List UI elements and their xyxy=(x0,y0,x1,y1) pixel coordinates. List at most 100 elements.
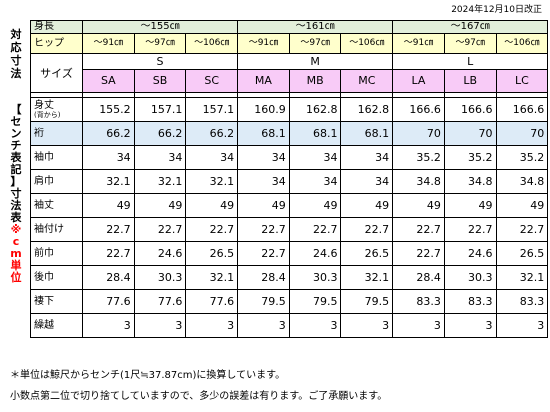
value-cell: 77.6 xyxy=(133,289,187,314)
value-cell: 166.6 xyxy=(443,97,497,122)
value-cell: 66.2 xyxy=(133,121,187,146)
value-cell: 3 xyxy=(288,313,342,338)
footnote-rounding: 小数点第二位で切り捨てしていますので、多少の誤差は有ります。ご了承願います。 xyxy=(10,391,388,402)
value-cell: 32.1 xyxy=(185,169,239,194)
value-cell: 162.8 xyxy=(288,97,342,122)
value-cell: 22.7 xyxy=(237,241,290,266)
side-char: 【 xyxy=(10,103,22,116)
value-cell: 26.5 xyxy=(495,241,549,266)
side-char: 】 xyxy=(10,175,22,188)
group-letter-l: L xyxy=(392,53,549,70)
value-cell: 157.1 xyxy=(185,97,239,122)
value-cell: 26.5 xyxy=(340,241,394,266)
value-cell: 35.2 xyxy=(495,145,549,170)
value-cell: 34 xyxy=(288,169,342,194)
group-letter-s: S xyxy=(81,53,239,70)
table-row: 肩巾 32.1 32.1 32.1 34 34 34 34.8 34.8 34.8 xyxy=(30,169,549,194)
value-cell: 77.6 xyxy=(82,289,135,314)
value-cell: 77.6 xyxy=(185,289,239,314)
value-cell: 49 xyxy=(288,193,342,218)
side-char: 表 xyxy=(10,151,22,164)
value-cell: 30.3 xyxy=(288,265,342,290)
size-code: SB xyxy=(133,69,187,93)
value-cell: 3 xyxy=(443,313,497,338)
value-cell: 24.6 xyxy=(288,241,342,266)
hip-cell: ～91㎝ xyxy=(82,33,135,54)
table-row: 袖丈 49 49 49 49 49 49 49 49 49 xyxy=(30,193,549,218)
side-char-red: ※ xyxy=(10,223,22,236)
side-char: 法 xyxy=(10,67,22,80)
value-cell: 22.7 xyxy=(133,217,187,242)
value-cell: 3 xyxy=(340,313,394,338)
hip-cell: ～106㎝ xyxy=(340,33,394,54)
value-cell: 49 xyxy=(443,193,497,218)
value-cell: 34.8 xyxy=(495,169,549,194)
value-cell: 83.3 xyxy=(495,289,549,314)
height-label: 身長 xyxy=(30,20,83,34)
side-char-red: 単 xyxy=(10,259,22,272)
row-label: 袖巾 xyxy=(30,145,83,170)
row-label: 袖付け xyxy=(30,217,83,242)
side-char-red: c xyxy=(12,235,20,248)
value-cell: 66.2 xyxy=(82,121,135,146)
table-row: 繰越 3 3 3 3 3 3 3 3 3 xyxy=(30,313,549,338)
value-cell: 22.7 xyxy=(82,241,135,266)
value-cell: 49 xyxy=(495,193,549,218)
side-label-top: 対応寸法 xyxy=(4,28,28,80)
side-char: 寸 xyxy=(10,54,22,67)
row-label: 繰越 xyxy=(30,313,83,338)
value-cell: 83.3 xyxy=(392,289,445,314)
value-cell: 35.2 xyxy=(443,145,497,170)
header-height-row: 身長 ～155㎝ ～161㎝ ～167㎝ xyxy=(30,20,549,34)
table-row: 裄 66.2 66.2 66.2 68.1 68.1 68.1 70 70 70 xyxy=(30,121,549,146)
row-label-text: 肩巾 xyxy=(34,175,54,187)
value-cell: 32.1 xyxy=(495,265,549,290)
row-label: 前巾 xyxy=(30,241,83,266)
value-cell: 28.4 xyxy=(237,265,290,290)
value-cell: 3 xyxy=(495,313,549,338)
value-cell: 34 xyxy=(288,145,342,170)
height-group-s: ～155㎝ xyxy=(81,20,239,34)
value-cell: 28.4 xyxy=(82,265,135,290)
height-group-l: ～167㎝ xyxy=(392,20,549,34)
row-label-text: 裄 xyxy=(34,127,44,139)
size-code: LA xyxy=(392,69,445,93)
value-cell: 30.3 xyxy=(133,265,187,290)
row-label: 褄下 xyxy=(30,289,83,314)
value-cell: 30.3 xyxy=(443,265,497,290)
value-cell: 157.1 xyxy=(133,97,187,122)
hip-cell: ～97㎝ xyxy=(288,33,342,54)
side-char: 記 xyxy=(10,163,22,176)
value-cell: 22.7 xyxy=(82,217,135,242)
value-cell: 3 xyxy=(237,313,290,338)
size-code: LB xyxy=(443,69,497,93)
value-cell: 70 xyxy=(392,121,445,146)
value-cell: 166.6 xyxy=(392,97,445,122)
side-char: セ xyxy=(10,115,22,128)
row-label: 裄 xyxy=(30,121,83,146)
side-char-red: 位 xyxy=(10,271,22,284)
size-label: サイズ xyxy=(30,53,83,93)
revision-date: 2024年12月10日改正 xyxy=(451,5,542,15)
size-table: 身長 ～155㎝ ～161㎝ ～167㎝ ヒップ ～91㎝ ～97㎝ ～106㎝… xyxy=(30,20,549,338)
value-cell: 22.7 xyxy=(443,217,497,242)
hip-cell: ～97㎝ xyxy=(443,33,497,54)
value-cell: 22.7 xyxy=(340,217,394,242)
value-cell: 66.2 xyxy=(185,121,239,146)
size-code: LC xyxy=(495,69,549,93)
table-row: 後巾 28.4 30.3 32.1 28.4 30.3 32.1 28.4 30.3 32.1 xyxy=(30,265,549,290)
value-cell: 49 xyxy=(133,193,187,218)
header-hip-row: ヒップ ～91㎝ ～97㎝ ～106㎝ ～91㎝ ～97㎝ ～106㎝ ～91㎝… xyxy=(30,33,549,54)
value-cell: 24.6 xyxy=(443,241,497,266)
hip-cell: ～106㎝ xyxy=(495,33,549,54)
value-cell: 49 xyxy=(392,193,445,218)
value-cell: 34.8 xyxy=(392,169,445,194)
row-label-text: 前巾 xyxy=(34,247,54,259)
side-label-bottom: 【センチ表記】寸法表 ※ c m 単位 xyxy=(4,104,28,356)
value-cell: 34 xyxy=(340,145,394,170)
size-code: SC xyxy=(185,69,239,93)
hip-cell: ～106㎝ xyxy=(185,33,239,54)
size-code: MB xyxy=(288,69,342,93)
value-cell: 26.5 xyxy=(185,241,239,266)
row-label-text: 身丈 xyxy=(34,100,54,111)
